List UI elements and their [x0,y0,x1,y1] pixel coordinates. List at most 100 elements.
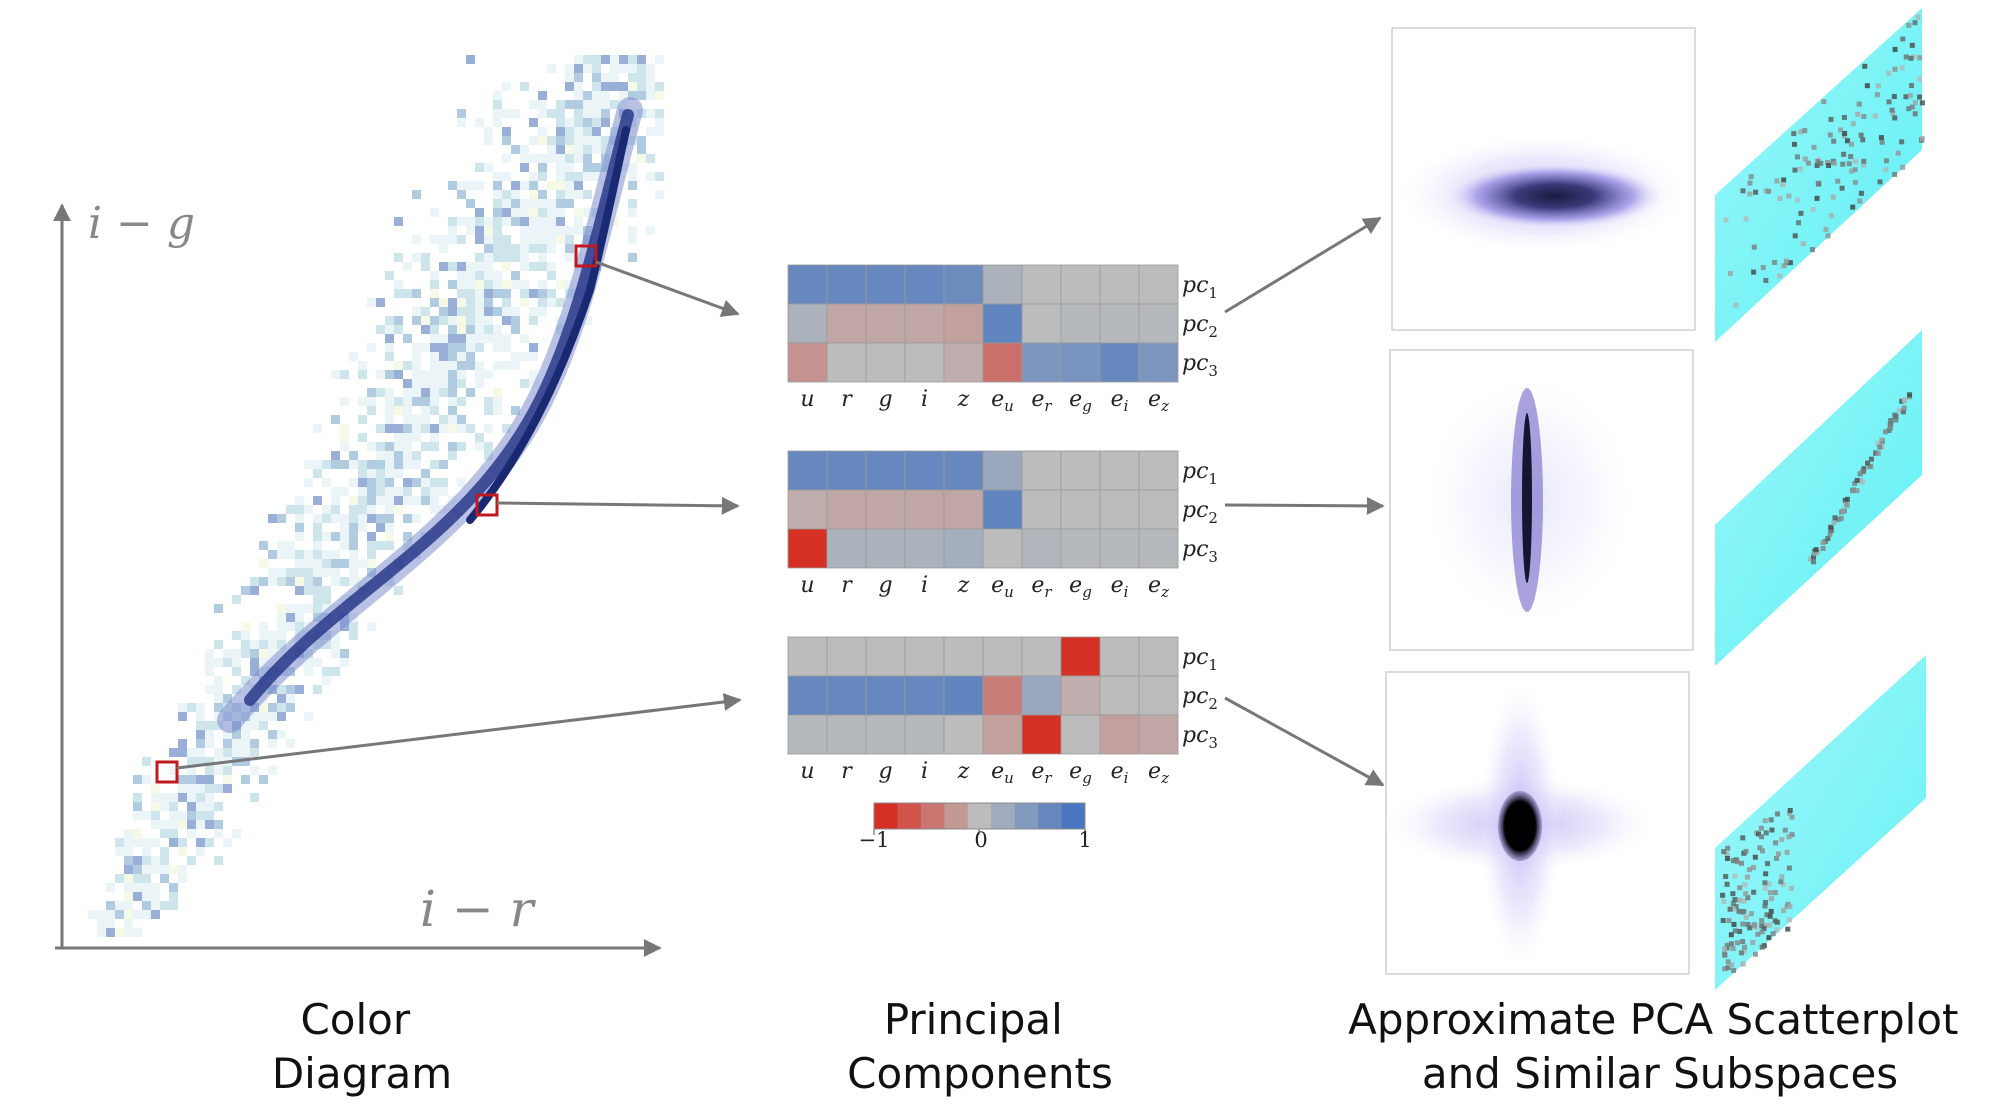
pc-cell [1138,528,1179,569]
pc-column-label: u [800,573,814,598]
pc-cell [982,714,1023,755]
pc-cell [943,264,984,305]
colorbar-cell [874,803,898,829]
similar-subspace-2 [1715,330,1922,666]
pc-cell [1021,303,1062,344]
pc-cell [826,675,867,716]
pc-cell [865,264,906,305]
density-ridge [217,97,643,733]
pc-cell [1099,675,1140,716]
pc-cell [943,342,984,383]
pc-cell [943,489,984,530]
pc-cell [865,675,906,716]
pc-column-label: ez [1148,759,1169,787]
pc-cell [1021,489,1062,530]
pc-cell [943,303,984,344]
pc-column-label: ez [1148,573,1169,601]
pc-cell [982,528,1023,569]
pc-cell [1099,636,1140,677]
pc-cell [982,450,1023,491]
pc-cell [904,303,945,344]
pc-cell [787,303,828,344]
pc-column-label: eu [991,759,1014,787]
pc-row-label: pc3 [1182,723,1218,752]
pc-cell [1138,264,1179,305]
pc-cell [1138,636,1179,677]
pc-column-label: g [878,387,892,412]
principal-components-caption: Principal Components [847,995,1113,1098]
caption-line: Diagram [272,1049,452,1098]
colorbar-cell [991,803,1015,829]
caption-line: Color [300,995,410,1044]
pc-cell [826,489,867,530]
pc-column-label: r [841,759,853,784]
subspaces-caption: Approximate PCA Scatterplot and Similar … [1348,995,1972,1098]
pc-cell [787,489,828,530]
pc-column-label: eg [1069,573,1092,601]
pc-cell [865,303,906,344]
pc-column-label: eu [991,387,1014,415]
pc-column-label: ez [1148,387,1169,415]
color-diagram-caption: Color Diagram [272,995,452,1098]
pc-column-label: er [1031,759,1052,787]
pc-cell [787,636,828,677]
color-diagram: i − g i − r Color Diagram [53,55,664,1098]
pc-cell [1138,714,1179,755]
pc-matrix-1: pc1 pc2 pc3 u r g i z eu er eg ei ez [787,264,1218,415]
pc-matrix-3: pc1 pc2 pc3 u r g i z eu er eg ei ez [787,636,1218,787]
pca-scatterplot-3 [1380,671,1690,975]
y-axis-label: i − g [88,198,195,249]
pc-cell [904,489,945,530]
pc-cell [904,675,945,716]
colorbar-cell [1014,803,1039,829]
pc-column-label: ei [1111,759,1129,787]
pc-column-label: g [878,759,892,784]
pc-cell [865,636,906,677]
pc-column-label: eu [991,573,1014,601]
pc-row-label: pc3 [1182,537,1218,566]
pc-cell [787,450,828,491]
pc-cell [1138,675,1179,716]
pc-cell [826,342,867,383]
x-axis-label: i − r [420,880,537,938]
pc-cell [826,714,867,755]
pca-scatterplot-2 [1389,349,1694,651]
pc-cell [1060,528,1101,569]
pc-cell [904,528,945,569]
pc-row-label: pc1 [1182,459,1218,488]
pc-cell [982,264,1023,305]
density-scatter [88,55,664,937]
pc-column-label: i [921,387,928,412]
caption-line: Components [847,1049,1113,1098]
colorbar-cell [897,803,922,829]
pc-column-label: er [1031,387,1052,415]
pc-matrix-2: pc1 pc2 pc3 u r g i z eu er eg ei ez [787,450,1218,601]
pc-column-label: z [957,387,970,412]
pc-column-label: r [841,573,853,598]
pc-cell [787,675,828,716]
caption-line: and Similar Subspaces [1422,1049,1898,1098]
arrow-pc-matrix-1-to-scatter-1 [1224,216,1382,314]
pc-cell [1099,342,1140,383]
pc-column-label: er [1031,573,1052,601]
pc-cell [865,450,906,491]
pc-cell [1060,264,1101,305]
pc-cell [1021,342,1062,383]
selection-box-2 [475,493,499,517]
pc-cell [826,528,867,569]
pc-cell [1099,264,1140,305]
pc-cell [1138,303,1179,344]
pc-cell [787,264,828,305]
caption-line: Principal [884,995,1063,1044]
colorbar-cell [944,803,969,829]
colorbar: −1 0 1 [859,802,1092,852]
arrow-pc-matrix-2-to-scatter-2 [1224,496,1385,515]
pc-cell [1021,450,1062,491]
pc-cell [982,675,1023,716]
pc-column-label: r [841,387,853,412]
pc-cell [1099,714,1140,755]
pc-cell [865,489,906,530]
pc-column-label: z [957,759,970,784]
pc-cell [1099,489,1140,530]
